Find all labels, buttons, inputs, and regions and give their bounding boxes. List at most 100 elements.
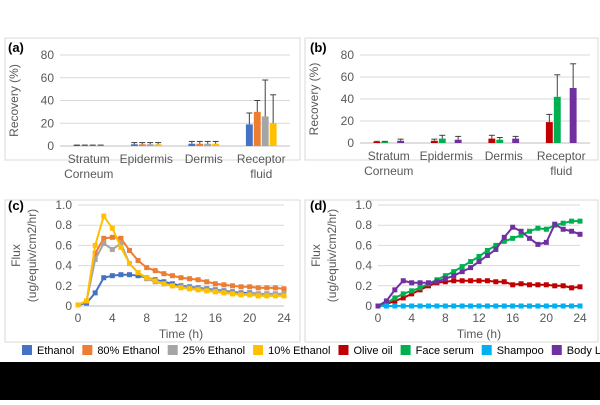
data-point <box>577 303 583 309</box>
data-point <box>409 303 415 309</box>
x-category-label: Stratum <box>68 152 110 166</box>
data-point <box>560 303 566 309</box>
data-point <box>161 281 167 287</box>
data-point <box>375 303 381 309</box>
data-point <box>400 291 406 297</box>
x-category-label: Dermis <box>485 149 523 163</box>
bar <box>269 123 277 146</box>
y-tick-label: 60 <box>341 70 355 84</box>
legend-swatch <box>253 345 264 355</box>
data-point <box>543 282 549 288</box>
bar <box>204 143 212 146</box>
data-point <box>118 272 124 278</box>
bar <box>253 111 261 146</box>
data-point <box>204 279 210 285</box>
y-tick-label: 1.0 <box>355 198 372 212</box>
data-point <box>442 303 448 309</box>
panel-label: (d) <box>310 198 327 213</box>
data-point <box>510 303 516 309</box>
bar <box>261 116 269 146</box>
data-point <box>247 292 253 298</box>
panel-label: (b) <box>310 40 327 55</box>
legend-swatch <box>481 345 492 355</box>
bar <box>397 140 405 143</box>
data-point <box>560 226 566 232</box>
x-tick-label: 0 <box>375 311 382 325</box>
data-point <box>101 240 107 246</box>
panel-frame <box>304 37 599 161</box>
series-line <box>77 213 284 306</box>
data-point <box>144 265 150 271</box>
data-point <box>161 271 167 277</box>
data-point <box>569 285 575 291</box>
legend-label: 10% Ethanol <box>268 345 330 357</box>
y-axis-label: Recovery (%) <box>7 64 21 137</box>
y-axis-label: (ug/equiv/cm2/hr) <box>325 209 339 302</box>
y-tick-label: 80 <box>341 48 355 62</box>
y-tick-label: 60 <box>41 71 55 85</box>
y-tick-label: 0.6 <box>355 238 372 252</box>
data-point <box>518 228 524 234</box>
data-point <box>281 286 287 292</box>
x-tick-label: 24 <box>277 311 291 325</box>
x-tick-label: 20 <box>540 311 554 325</box>
bar <box>81 145 89 146</box>
y-tick-label: 0 <box>65 299 72 313</box>
x-tick-label: 12 <box>472 311 486 325</box>
data-point <box>535 282 541 288</box>
data-point <box>569 303 575 309</box>
data-point <box>212 281 218 287</box>
x-category-label: Stratum <box>368 149 410 163</box>
data-point <box>92 257 98 263</box>
data-point <box>468 303 474 309</box>
data-point <box>101 275 107 281</box>
y-tick-label: 40 <box>41 94 55 108</box>
data-point <box>109 273 115 279</box>
legend-swatch <box>551 345 562 355</box>
panel-frame <box>304 199 599 343</box>
data-point <box>238 284 244 290</box>
y-tick-label: 40 <box>341 92 355 106</box>
series-line <box>377 279 581 307</box>
legend-label: Body Lotion <box>567 345 600 357</box>
legend-swatch <box>82 345 93 355</box>
data-point <box>109 225 115 231</box>
data-point <box>264 293 270 299</box>
data-point <box>230 283 235 289</box>
data-point <box>577 218 583 224</box>
data-point <box>152 278 158 284</box>
data-point <box>501 238 507 244</box>
data-point <box>118 235 124 241</box>
bar <box>245 124 253 146</box>
data-point <box>127 261 132 267</box>
y-tick-label: 0.4 <box>55 259 72 273</box>
data-point <box>195 277 201 283</box>
bar <box>138 144 146 146</box>
data-point <box>426 303 431 309</box>
data-point <box>84 298 90 304</box>
data-point <box>109 234 115 240</box>
x-category-label: Epidermis <box>120 152 173 166</box>
bar <box>188 143 196 146</box>
data-point <box>434 303 440 309</box>
data-point <box>195 287 201 293</box>
data-point <box>560 220 566 226</box>
data-point <box>178 285 184 291</box>
data-point <box>501 279 507 285</box>
x-tick-label: 0 <box>75 311 82 325</box>
bar <box>438 138 446 143</box>
data-point <box>417 285 423 291</box>
data-point <box>187 276 193 282</box>
bar <box>89 145 97 146</box>
y-axis-label: Recovery (%) <box>307 63 321 136</box>
data-point <box>577 231 583 237</box>
data-point <box>75 302 81 308</box>
bar <box>97 145 105 146</box>
data-point <box>417 303 423 309</box>
y-tick-label: 20 <box>41 116 55 130</box>
panel-d: (d) 0 0.2 0.4 0.6 0.8 1.0 Flux (ug/equiv/cm2/hr)… <box>304 198 599 343</box>
x-tick-label: 20 <box>243 311 257 325</box>
x-tick-label: 12 <box>174 311 188 325</box>
